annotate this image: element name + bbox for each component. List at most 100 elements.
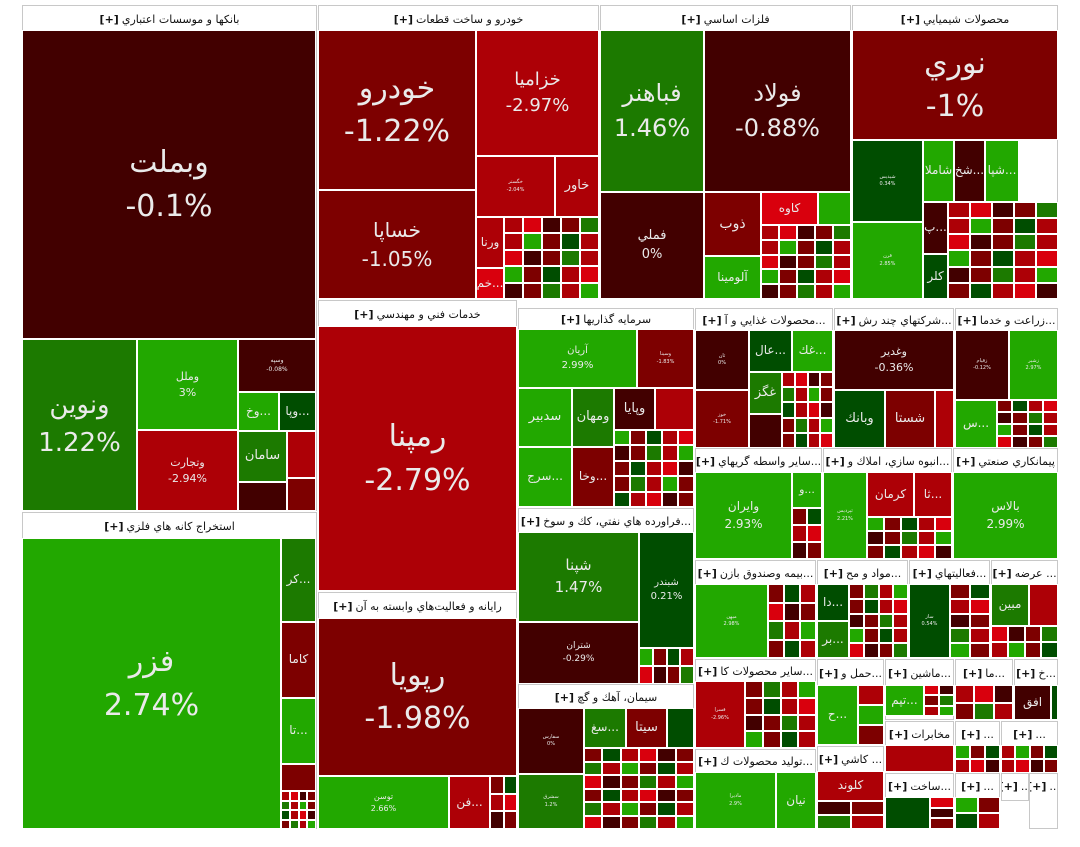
small-stock-tile[interactable] [675, 815, 694, 829]
small-stock-tile[interactable] [1036, 218, 1058, 235]
small-stock-tile[interactable] [646, 430, 662, 446]
stock-tile[interactable]: مبين [991, 584, 1029, 626]
small-stock-tile[interactable] [762, 731, 781, 748]
small-stock-tile[interactable] [997, 436, 1013, 448]
small-stock-tile[interactable] [678, 460, 694, 477]
small-stock-tile[interactable] [798, 697, 816, 715]
small-stock-tile[interactable] [289, 819, 299, 829]
small-stock-tile[interactable] [639, 648, 653, 666]
small-stock-tile[interactable] [657, 761, 676, 775]
small-stock-tile[interactable] [970, 250, 992, 267]
small-stock-tile[interactable] [935, 517, 952, 531]
small-stock-tile[interactable] [817, 801, 851, 815]
small-stock-tile[interactable] [794, 372, 808, 388]
small-stock-tile[interactable] [298, 800, 308, 810]
stock-tile[interactable]: ...کر [281, 538, 316, 622]
small-stock-tile[interactable] [1014, 282, 1036, 299]
stock-tile[interactable] [885, 745, 954, 772]
sector-header[interactable]: ...[+] [1030, 774, 1057, 798]
stock-tile[interactable]: ...وپا [279, 392, 316, 431]
small-stock-tile[interactable] [918, 545, 935, 559]
stock-tile[interactable]: كرمان [867, 472, 914, 517]
small-stock-tile[interactable] [1012, 424, 1028, 436]
small-stock-tile[interactable] [1042, 436, 1058, 448]
expand-button[interactable]: [+] [697, 566, 717, 580]
small-stock-tile[interactable] [970, 282, 992, 299]
small-stock-tile[interactable] [584, 815, 603, 829]
small-stock-tile[interactable] [281, 800, 290, 810]
small-stock-tile[interactable] [779, 254, 797, 270]
small-stock-tile[interactable] [503, 776, 517, 794]
small-stock-tile[interactable] [955, 813, 978, 829]
small-stock-tile[interactable] [901, 517, 918, 531]
small-stock-tile[interactable] [761, 269, 779, 285]
small-stock-tile[interactable] [639, 775, 658, 789]
small-stock-tile[interactable] [761, 225, 779, 240]
small-stock-tile[interactable] [974, 685, 994, 703]
small-stock-tile[interactable] [614, 476, 630, 492]
sector-header[interactable]: ...انبوه سازي، املاك و [+] [824, 449, 951, 473]
small-stock-tile[interactable] [950, 628, 970, 644]
small-stock-tile[interactable] [490, 793, 504, 812]
small-stock-tile[interactable] [1042, 412, 1058, 424]
expand-button[interactable]: [+] [1016, 666, 1036, 680]
stock-tile[interactable]: شبندر 0.21% [639, 532, 694, 648]
small-stock-tile[interactable] [630, 430, 646, 446]
small-stock-tile[interactable] [992, 234, 1014, 251]
stock-tile[interactable] [238, 482, 287, 511]
small-stock-tile[interactable] [768, 621, 784, 640]
small-stock-tile[interactable] [630, 476, 646, 492]
small-stock-tile[interactable] [991, 642, 1008, 658]
small-stock-tile[interactable] [992, 250, 1014, 267]
sector-header[interactable]: محصولات شيميايي [+] [853, 6, 1057, 32]
small-stock-tile[interactable] [1043, 745, 1058, 759]
small-stock-tile[interactable] [646, 476, 662, 492]
small-stock-tile[interactable] [620, 775, 639, 789]
small-stock-tile[interactable] [620, 815, 639, 829]
small-stock-tile[interactable] [970, 202, 992, 219]
small-stock-tile[interactable] [561, 282, 580, 299]
small-stock-tile[interactable] [281, 810, 290, 820]
small-stock-tile[interactable] [639, 802, 658, 816]
expand-button[interactable]: [+] [900, 12, 921, 26]
small-stock-tile[interactable] [893, 643, 908, 658]
small-stock-tile[interactable] [289, 810, 299, 820]
stock-tile[interactable]: ساز 0.54% [909, 584, 950, 658]
small-stock-tile[interactable] [815, 254, 833, 270]
small-stock-tile[interactable] [630, 491, 646, 507]
small-stock-tile[interactable] [523, 217, 542, 234]
stock-tile[interactable]: ورنا [476, 217, 504, 268]
small-stock-tile[interactable] [662, 445, 678, 461]
small-stock-tile[interactable] [820, 387, 833, 403]
stock-tile[interactable]: رمپنا -2.79% [318, 326, 517, 591]
sector-header[interactable]: سرمايه گذاريها [+] [519, 309, 693, 330]
stock-tile[interactable]: خزاميا -2.97% [476, 30, 599, 156]
small-stock-tile[interactable] [523, 233, 542, 250]
stock-tile[interactable]: فباهنر 1.46% [600, 30, 704, 192]
small-stock-tile[interactable] [833, 269, 851, 285]
small-stock-tile[interactable] [955, 759, 970, 773]
stock-tile[interactable]: ...خم [476, 268, 504, 299]
small-stock-tile[interactable] [863, 598, 879, 614]
small-stock-tile[interactable] [1036, 234, 1058, 251]
small-stock-tile[interactable] [901, 531, 918, 545]
small-stock-tile[interactable] [939, 695, 954, 706]
stock-tile[interactable]: وملل 3% [137, 339, 238, 430]
small-stock-tile[interactable] [784, 584, 800, 603]
stock-tile[interactable]: ذوب [704, 192, 761, 256]
small-stock-tile[interactable] [1007, 626, 1025, 642]
small-stock-tile[interactable] [858, 725, 884, 745]
small-stock-tile[interactable] [657, 775, 676, 789]
small-stock-tile[interactable] [678, 445, 694, 461]
stock-tile[interactable]: ...شپا [985, 140, 1019, 202]
small-stock-tile[interactable] [950, 643, 970, 658]
small-stock-tile[interactable] [523, 282, 542, 299]
small-stock-tile[interactable] [614, 460, 630, 477]
sector-header[interactable]: سيمان، آهك و گچ [+] [519, 685, 693, 709]
small-stock-tile[interactable] [997, 400, 1013, 412]
expand-button[interactable]: [+] [520, 514, 541, 528]
stock-tile[interactable]: وبانك [834, 390, 885, 448]
small-stock-tile[interactable] [1012, 400, 1028, 412]
expand-button[interactable]: [+] [99, 12, 119, 26]
stock-tile[interactable]: خوز -1.71% [695, 390, 749, 448]
